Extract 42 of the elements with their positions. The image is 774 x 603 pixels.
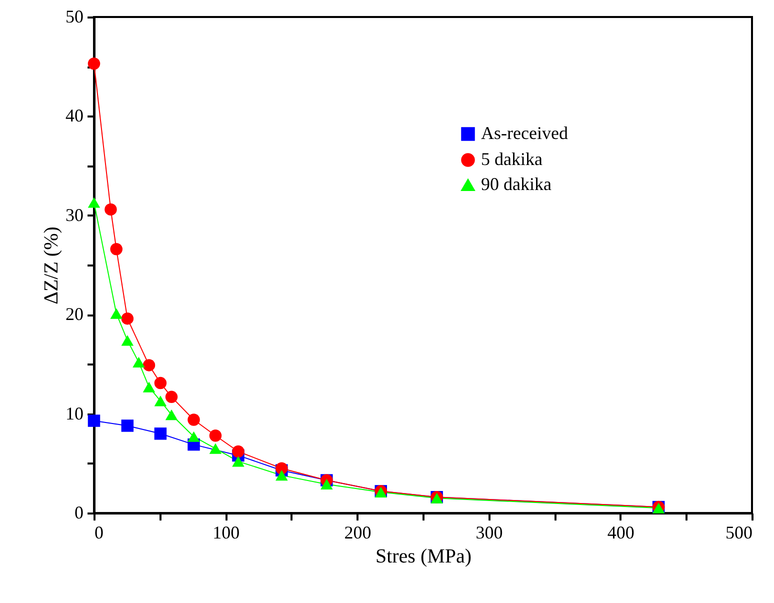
point	[110, 308, 122, 319]
y-tick-label: 50	[66, 6, 84, 26]
point	[154, 376, 167, 390]
x-tick-label: 300	[476, 522, 503, 542]
legend-label: 90 dakika	[481, 174, 552, 194]
point	[142, 382, 156, 392]
point	[320, 478, 333, 490]
point	[104, 203, 117, 216]
y-tick-label: 40	[66, 106, 84, 126]
point	[209, 443, 222, 454]
point	[165, 409, 178, 420]
point	[110, 243, 122, 256]
x-tick-label: 500	[726, 522, 752, 542]
point	[154, 428, 167, 440]
point	[276, 470, 288, 481]
point	[154, 396, 167, 406]
y-tick-label: 0	[74, 502, 84, 522]
legend-label: 5 dakika	[481, 149, 542, 169]
x-tick-label: 0	[94, 522, 104, 542]
y-tick-label: 10	[66, 403, 84, 424]
point	[232, 445, 244, 458]
y-tick-label: 20	[66, 304, 84, 324]
x-tick-label: 100	[212, 522, 240, 542]
point	[188, 414, 200, 426]
x-tick-label: 200	[344, 522, 372, 542]
point	[121, 420, 134, 432]
point	[121, 312, 134, 325]
y-tick-label: 30	[66, 204, 84, 225]
x-axis-title: Stres (MPa)	[375, 546, 472, 568]
point	[165, 390, 178, 404]
x-tick-label: 400	[607, 522, 634, 542]
point	[88, 197, 100, 208]
y-axis-title: ΔZ/Z (%)	[40, 226, 62, 304]
point	[121, 335, 134, 346]
point	[88, 58, 100, 70]
point	[88, 414, 100, 427]
point	[232, 456, 244, 467]
point	[142, 359, 156, 372]
point	[132, 356, 145, 368]
point	[209, 430, 222, 442]
legend-label: As-received	[481, 123, 568, 143]
point	[188, 431, 200, 442]
